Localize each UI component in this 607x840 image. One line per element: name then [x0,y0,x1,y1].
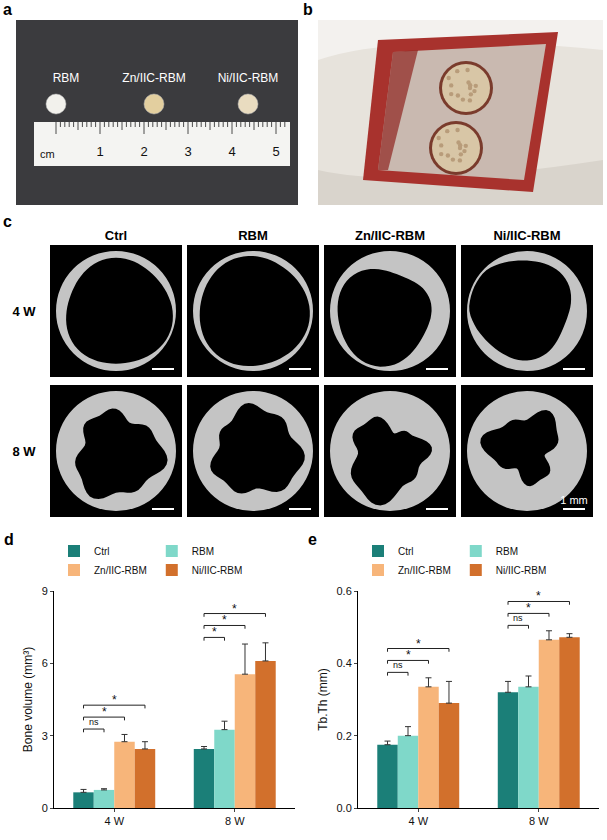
svg-text:Ni/IIC-RBM: Ni/IIC-RBM [192,565,243,576]
svg-text:RBM: RBM [238,228,268,243]
svg-text:RBM: RBM [496,546,518,557]
svg-text:*: * [212,625,217,639]
html-text:c: c [3,213,12,230]
svg-text:0.2: 0.2 [337,730,352,742]
svg-text:8 W: 8 W [225,815,245,827]
svg-text:4 W: 4 W [408,815,428,827]
svg-text:Ctrl: Ctrl [105,228,127,243]
svg-text:0.0: 0.0 [337,802,352,814]
svg-text:1 mm: 1 mm [560,494,588,506]
svg-text:4 W: 4 W [104,815,124,827]
svg-text:4 W: 4 W [12,304,36,319]
svg-text:Ni/IIC-RBM: Ni/IIC-RBM [493,228,560,243]
svg-text:RBM: RBM [53,71,80,85]
svg-text:*: * [112,693,117,707]
svg-text:1: 1 [96,144,103,159]
svg-text:Zn/IIC-RBM: Zn/IIC-RBM [122,71,185,85]
svg-text:ns: ns [393,660,403,670]
svg-text:RBM: RBM [192,546,214,557]
html-text:a: a [3,1,12,18]
svg-text:3: 3 [42,730,48,742]
svg-text:*: * [536,589,541,603]
svg-text:0.4: 0.4 [337,657,352,669]
svg-text:2: 2 [140,144,147,159]
svg-text:Zn/IIC-RBM: Zn/IIC-RBM [355,228,425,243]
svg-text:*: * [102,705,107,719]
svg-text:8 W: 8 W [529,815,549,827]
svg-text:9: 9 [42,585,48,597]
svg-text:cm: cm [40,148,55,160]
svg-text:*: * [526,601,531,615]
svg-text:0: 0 [42,802,48,814]
svg-text:Zn/IIC-RBM: Zn/IIC-RBM [398,565,451,576]
html-text:b: b [303,1,313,18]
svg-text:4: 4 [228,144,235,159]
svg-text:Ctrl: Ctrl [398,546,414,557]
svg-text:6: 6 [42,657,48,669]
svg-text:Zn/IIC-RBM: Zn/IIC-RBM [94,565,147,576]
svg-text:Ni/IIC-RBM: Ni/IIC-RBM [496,565,547,576]
svg-text:*: * [232,602,237,616]
html-text:e: e [308,531,317,548]
html-text:d: d [4,531,14,548]
svg-text:*: * [222,613,227,627]
svg-text:Ctrl: Ctrl [94,546,110,557]
svg-text:0.6: 0.6 [337,585,352,597]
svg-text:Tb.Th (mm): Tb.Th (mm) [316,668,330,731]
svg-text:*: * [406,648,411,662]
svg-text:5: 5 [272,144,279,159]
svg-text:Bone volume (mm³): Bone volume (mm³) [21,647,35,752]
svg-text:3: 3 [184,144,191,159]
svg-text:Ni/IIC-RBM: Ni/IIC-RBM [218,71,279,85]
svg-text:8 W: 8 W [12,444,36,459]
svg-text:*: * [416,637,421,651]
svg-text:ns: ns [513,613,523,623]
svg-text:ns: ns [89,717,99,727]
